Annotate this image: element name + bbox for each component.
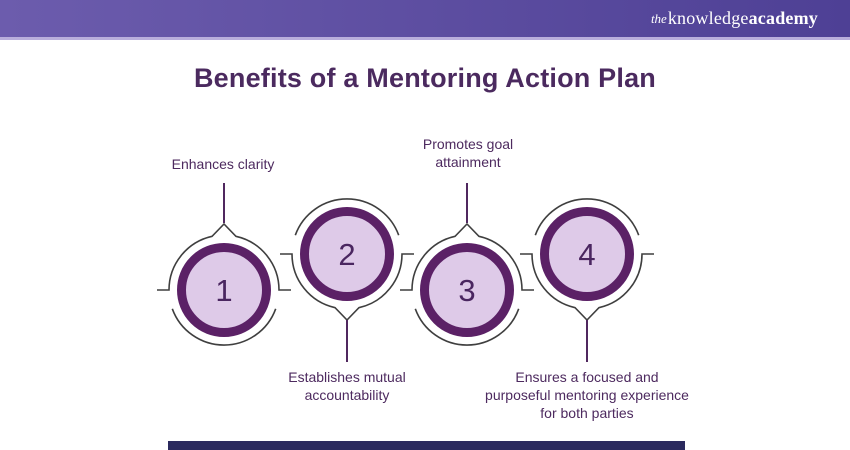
step-1-label: Enhances clarity: [171, 156, 275, 172]
step-2-number: 2: [338, 237, 355, 272]
step-4-disc: [540, 207, 634, 301]
step-3-disc: [420, 243, 514, 337]
step-3-label: Promotes goal attainment: [422, 136, 514, 170]
step-4-connector-line: [586, 320, 588, 362]
step-2-connector-line: [346, 320, 348, 362]
step-1-connector-line: [223, 183, 225, 223]
step-1-number: 1: [215, 273, 232, 308]
footer-accent-bar: [168, 441, 685, 450]
page-title: Benefits of a Mentoring Action Plan: [193, 63, 657, 93]
step-4-label: Ensures a focused and purposeful mentori…: [485, 369, 689, 421]
step-2-disc: [300, 207, 394, 301]
brand-logo: the knowledge academy: [651, 0, 818, 37]
step-3-circle: 3: [400, 222, 534, 346]
step-1-decoration-arc-bottom: [171, 308, 277, 346]
header-band: the knowledge academy: [0, 0, 850, 40]
step-4-circle: 4: [520, 198, 654, 322]
step-1-circle: 1: [157, 222, 291, 346]
logo-the: the: [650, 10, 667, 26]
step-4-decoration-arc-top: [534, 198, 640, 236]
step-4-number: 4: [578, 237, 595, 272]
step-2-label: Establishes mutual accountability: [288, 369, 406, 403]
logo-academy: academy: [748, 8, 818, 28]
step-3-decoration-arc-top-spike: [400, 222, 534, 291]
step-2-circle: 2: [280, 198, 414, 322]
step-2-decoration-arc-top: [294, 198, 400, 236]
step-3-connector-line: [466, 183, 468, 223]
step-1-decoration-arc-top-spike: [157, 222, 291, 291]
step-3-decoration-arc-bottom: [414, 308, 520, 346]
logo-knowledge: knowledge: [667, 8, 749, 28]
step-1-disc: [177, 243, 271, 337]
step-3-number: 3: [458, 273, 475, 308]
